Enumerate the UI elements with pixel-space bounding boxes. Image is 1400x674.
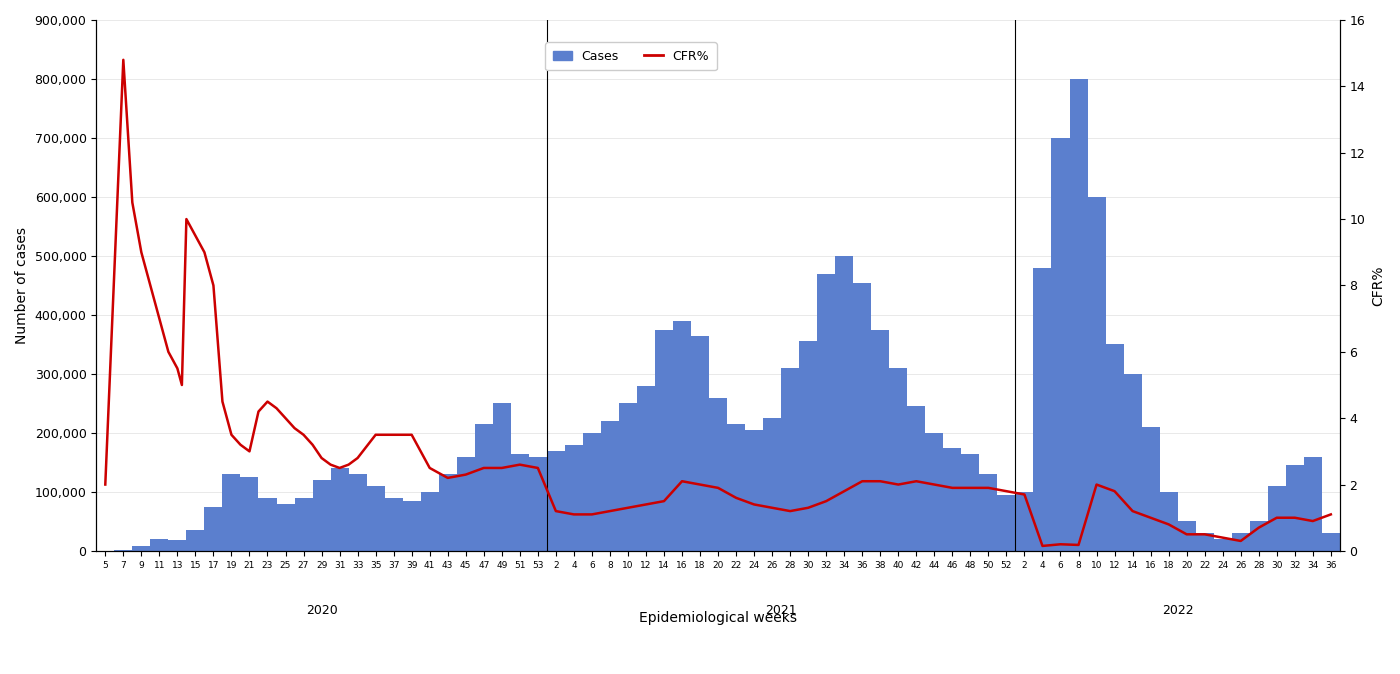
- Bar: [655, 330, 673, 551]
- Bar: [223, 474, 241, 551]
- Bar: [475, 424, 493, 551]
- Bar: [564, 445, 582, 551]
- Bar: [312, 480, 330, 551]
- Bar: [1322, 533, 1340, 551]
- Bar: [799, 342, 818, 551]
- Bar: [889, 368, 907, 551]
- Bar: [745, 430, 763, 551]
- Text: 2022: 2022: [1162, 604, 1193, 617]
- Bar: [763, 418, 781, 551]
- Bar: [997, 495, 1015, 551]
- Bar: [692, 336, 708, 551]
- Bar: [925, 433, 944, 551]
- Bar: [133, 546, 150, 551]
- Y-axis label: CFR%: CFR%: [1371, 265, 1385, 306]
- Bar: [1088, 197, 1106, 551]
- Bar: [1159, 492, 1177, 551]
- Text: 2020: 2020: [305, 604, 337, 617]
- Bar: [294, 498, 312, 551]
- Bar: [456, 456, 475, 551]
- Bar: [818, 274, 836, 551]
- Bar: [1177, 522, 1196, 551]
- Bar: [186, 530, 204, 551]
- Bar: [150, 539, 168, 551]
- Bar: [601, 421, 619, 551]
- Bar: [385, 498, 403, 551]
- Bar: [438, 474, 456, 551]
- Bar: [871, 330, 889, 551]
- Bar: [1303, 456, 1322, 551]
- Bar: [115, 550, 133, 551]
- Bar: [907, 406, 925, 551]
- Bar: [1033, 268, 1051, 551]
- Bar: [259, 498, 277, 551]
- Bar: [582, 433, 601, 551]
- Bar: [944, 448, 962, 551]
- Bar: [367, 486, 385, 551]
- Bar: [547, 451, 564, 551]
- Bar: [204, 507, 223, 551]
- Bar: [241, 477, 259, 551]
- Legend: Cases, CFR%: Cases, CFR%: [546, 42, 717, 70]
- X-axis label: Epidemiological weeks: Epidemiological weeks: [638, 611, 797, 625]
- Bar: [1070, 79, 1088, 551]
- Bar: [1250, 522, 1268, 551]
- Bar: [349, 474, 367, 551]
- Bar: [330, 468, 349, 551]
- Bar: [980, 474, 997, 551]
- Bar: [1268, 486, 1285, 551]
- Text: 2021: 2021: [766, 604, 797, 617]
- Bar: [836, 256, 853, 551]
- Bar: [1196, 533, 1214, 551]
- Bar: [673, 321, 692, 551]
- Bar: [1106, 344, 1124, 551]
- Bar: [529, 456, 547, 551]
- Bar: [168, 541, 186, 551]
- Bar: [637, 386, 655, 551]
- Y-axis label: Number of cases: Number of cases: [15, 227, 29, 344]
- Bar: [619, 404, 637, 551]
- Bar: [403, 501, 420, 551]
- Bar: [853, 282, 871, 551]
- Bar: [1232, 533, 1250, 551]
- Bar: [1051, 138, 1070, 551]
- Bar: [1015, 492, 1033, 551]
- Bar: [420, 492, 438, 551]
- Bar: [1124, 374, 1141, 551]
- Bar: [1214, 539, 1232, 551]
- Bar: [277, 503, 294, 551]
- Bar: [727, 424, 745, 551]
- Bar: [511, 454, 529, 551]
- Bar: [708, 398, 727, 551]
- Bar: [1285, 465, 1303, 551]
- Bar: [962, 454, 980, 551]
- Bar: [493, 404, 511, 551]
- Bar: [1141, 427, 1159, 551]
- Bar: [781, 368, 799, 551]
